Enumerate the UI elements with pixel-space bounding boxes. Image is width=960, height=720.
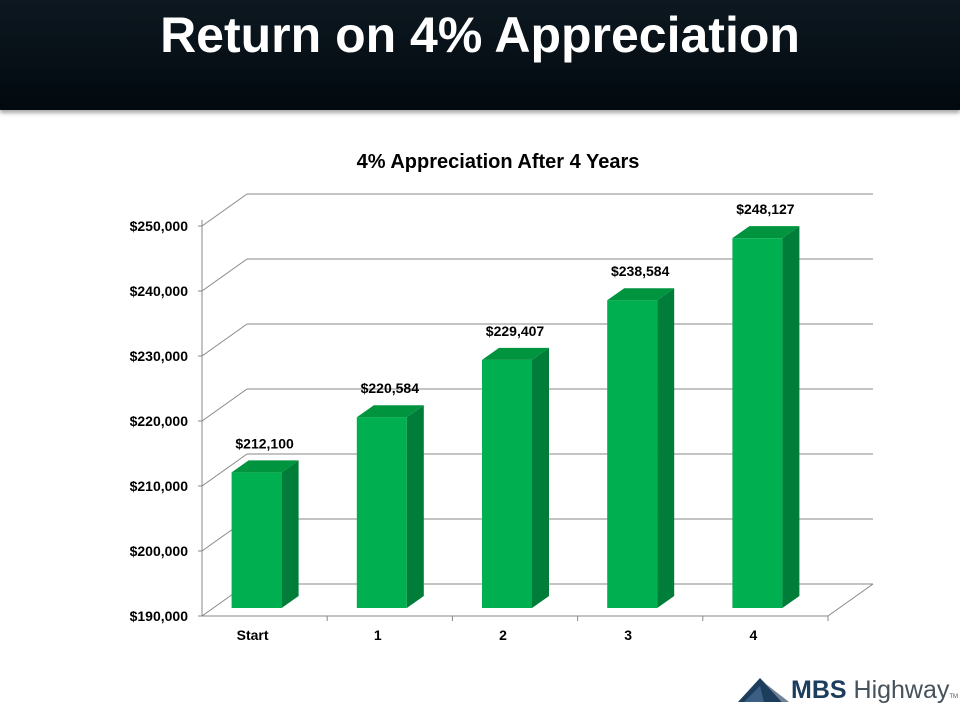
data-label: $238,584 — [611, 263, 670, 279]
chart-title: 4% Appreciation After 4 Years — [357, 151, 640, 173]
grid-diagonal — [201, 193, 248, 227]
bar-side — [657, 288, 675, 608]
bar-side — [406, 405, 424, 608]
data-label: $220,584 — [361, 380, 420, 396]
bar-top — [732, 226, 800, 239]
y-tick-label: $200,000 — [130, 543, 189, 559]
mountain-logo-icon — [738, 678, 789, 702]
title-bar: Return on 4% Appreciation — [0, 0, 960, 110]
bar-side — [281, 460, 299, 608]
floor-edge — [827, 583, 874, 617]
bar-top — [231, 460, 299, 473]
x-tick-label: 1 — [374, 627, 382, 643]
y-tick-label: $240,000 — [130, 283, 189, 299]
x-tick-label: 3 — [624, 627, 632, 643]
x-tick-label: 4 — [750, 627, 758, 643]
y-tick-label: $250,000 — [130, 218, 189, 234]
bar — [732, 238, 783, 608]
bar — [231, 472, 282, 608]
bar — [482, 359, 532, 608]
bar-side — [532, 347, 549, 608]
brand-logo: MBS HighwayTM — [736, 672, 958, 712]
bar-top — [482, 347, 549, 360]
data-label: $212,100 — [235, 435, 294, 451]
x-tick-label: Start — [237, 627, 269, 643]
brand-name-light: Highway — [853, 676, 950, 704]
grid-diagonal — [201, 258, 248, 292]
y-tick-label: $190,000 — [130, 608, 189, 624]
bar — [356, 417, 407, 608]
bar — [607, 300, 658, 608]
grid-diagonal — [201, 453, 248, 487]
slide-title: Return on 4% Appreciation — [160, 7, 800, 63]
bar-top — [607, 288, 675, 301]
data-label: $248,127 — [736, 201, 795, 217]
x-tick-label: 2 — [499, 627, 507, 643]
bar-top — [356, 405, 424, 418]
grid-diagonal — [201, 323, 248, 357]
brand-wordmark: MBS HighwayTM — [791, 676, 958, 705]
brand-name-bold: MBS — [791, 676, 847, 704]
trademark-mark: TM — [949, 694, 959, 700]
bar-side — [782, 226, 800, 608]
y-tick-label: $210,000 — [130, 478, 189, 494]
bar-chart: $190,000 $200,000 $210,000 $220,000 $230,000… — [130, 151, 874, 643]
grid-diagonal — [201, 388, 248, 422]
data-label: $229,407 — [486, 323, 545, 339]
y-tick-label: $230,000 — [130, 348, 189, 364]
y-tick-label: $220,000 — [130, 413, 189, 429]
